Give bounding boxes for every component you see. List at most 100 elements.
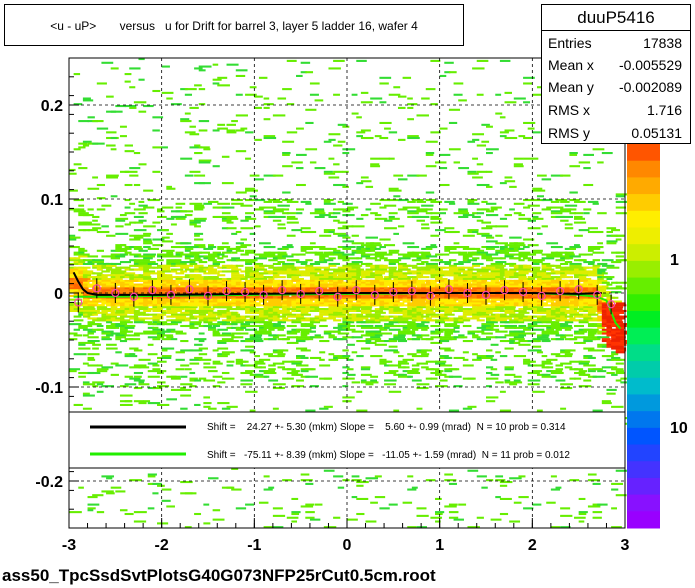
heat-cell xyxy=(513,332,526,335)
heat-cell xyxy=(592,264,601,267)
heat-cell xyxy=(189,251,202,254)
heat-cell xyxy=(235,69,248,72)
heat-cell xyxy=(560,215,574,218)
heat-cell xyxy=(240,315,249,318)
heat-cell xyxy=(82,262,95,265)
heat-cell xyxy=(421,294,429,297)
heat-cell xyxy=(263,174,276,177)
heat-cell xyxy=(272,336,279,339)
heat-cell xyxy=(499,340,513,343)
heat-cell xyxy=(384,227,397,230)
heat-cell xyxy=(495,287,502,290)
heat-cell xyxy=(203,405,211,408)
heat-cell xyxy=(430,103,438,106)
heat-cell xyxy=(499,313,507,316)
heat-cell xyxy=(541,308,554,311)
heat-cell xyxy=(203,319,210,322)
heat-cell xyxy=(374,251,387,254)
heat-cell xyxy=(430,516,443,519)
heat-cell xyxy=(323,268,336,271)
heat-cell xyxy=(203,272,211,275)
heat-cell xyxy=(235,129,245,132)
heat-cell xyxy=(161,347,175,350)
heat-cell xyxy=(124,183,133,187)
heat-cell xyxy=(587,330,596,333)
heat-cell xyxy=(175,287,184,290)
heat-cell xyxy=(245,212,255,215)
heat-cell xyxy=(78,279,92,282)
heat-cell xyxy=(495,302,505,305)
heat-cell xyxy=(254,308,267,311)
heat-cell xyxy=(208,285,217,288)
heat-cell xyxy=(513,336,525,339)
heat-cell xyxy=(124,206,131,209)
heat-cell xyxy=(407,210,420,213)
heat-cell xyxy=(564,253,575,256)
heat-cell xyxy=(221,334,235,337)
heat-cell xyxy=(523,136,532,140)
heat-cell xyxy=(170,268,184,271)
heat-cell xyxy=(597,270,606,273)
heat-cell xyxy=(448,308,461,311)
heat-cell xyxy=(319,283,329,286)
heat-cell xyxy=(69,266,77,269)
heat-cell xyxy=(504,308,516,311)
heat-cell xyxy=(374,302,383,305)
heat-cell xyxy=(536,300,544,303)
heat-cell xyxy=(472,298,478,301)
heat-cell xyxy=(180,242,192,245)
heat-cell xyxy=(541,262,551,265)
heat-cell xyxy=(212,311,222,314)
heat-cell xyxy=(342,210,351,213)
heat-cell xyxy=(462,407,473,410)
heat-cell xyxy=(388,328,401,331)
heat-cell xyxy=(411,326,422,329)
heat-cell xyxy=(342,170,349,173)
heat-cell xyxy=(231,247,241,250)
heat-cell xyxy=(523,319,531,322)
heat-cell xyxy=(101,332,110,335)
heat-cell xyxy=(323,170,333,173)
heat-cell xyxy=(212,298,219,301)
heat-cell xyxy=(305,281,315,284)
heat-cell xyxy=(592,279,599,282)
heat-cell xyxy=(309,277,320,281)
heat-cell xyxy=(268,308,277,311)
heat-cell xyxy=(365,287,372,290)
heat-cell xyxy=(305,283,312,286)
heat-cell xyxy=(328,274,337,277)
heat-cell xyxy=(133,511,147,514)
heat-cell xyxy=(180,118,190,121)
heat-cell xyxy=(333,304,341,307)
heat-cell xyxy=(560,262,569,265)
heat-cell xyxy=(448,293,456,296)
heat-cell xyxy=(578,229,590,232)
heat-cell xyxy=(78,268,88,271)
heat-cell xyxy=(337,123,347,126)
heat-cell xyxy=(73,283,80,286)
heat-cell xyxy=(69,246,80,249)
heat-cell xyxy=(490,262,504,265)
heat-cell xyxy=(231,120,238,123)
heat-cell xyxy=(69,234,76,237)
heat-cell xyxy=(235,259,245,262)
heat-cell xyxy=(439,127,448,130)
heat-cell xyxy=(504,317,512,320)
heat-cell xyxy=(495,261,507,264)
heat-cell xyxy=(138,383,150,386)
heat-cell xyxy=(124,298,131,301)
heat-cell xyxy=(208,328,217,331)
heat-cell xyxy=(212,283,220,286)
heat-cell xyxy=(486,355,494,358)
heat-cell xyxy=(249,285,256,288)
heat-cell xyxy=(286,274,294,277)
heat-cell xyxy=(138,274,145,277)
heat-cell xyxy=(333,326,343,329)
heat-cell xyxy=(453,309,461,312)
heat-cell xyxy=(249,336,262,339)
heat-cell xyxy=(328,133,341,136)
heat-cell xyxy=(370,317,380,320)
heat-cell xyxy=(129,106,137,109)
heat-cell xyxy=(444,334,451,337)
heat-cell xyxy=(152,298,161,301)
